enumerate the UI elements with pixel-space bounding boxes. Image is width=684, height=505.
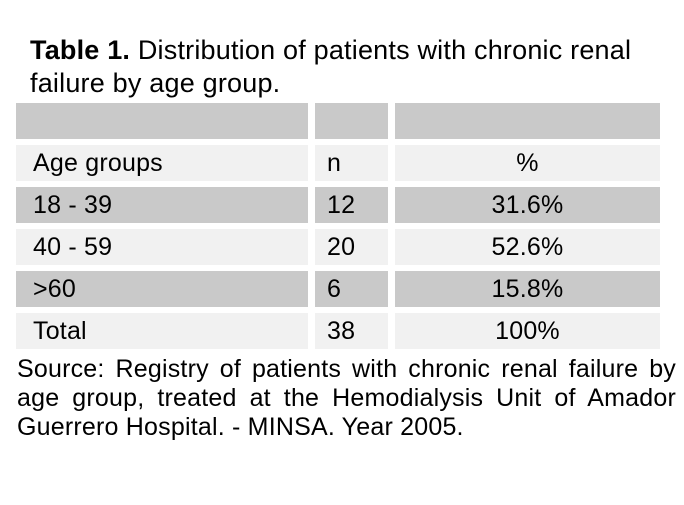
- column-header-percent: %: [395, 145, 660, 181]
- source-note: Source: Registry of patients with chroni…: [17, 355, 676, 442]
- document-page: Table 1. Distribution of patients with c…: [0, 34, 684, 505]
- header-band-cell: [395, 103, 660, 139]
- source-line-1: Source: Registry of patients with chroni…: [17, 355, 676, 383]
- cell-age-group: 40 - 59: [16, 229, 308, 265]
- source-line-3: Guerrero Hospital. - MINSA. Year 2005.: [17, 413, 464, 441]
- data-table: Age groups n % 18 - 39 12 31.6% 40 - 59 …: [16, 103, 660, 349]
- cell-percent: 52.6%: [395, 229, 660, 265]
- table-caption: Table 1. Distribution of patients with c…: [30, 34, 674, 100]
- cell-total-label: Total: [16, 313, 308, 349]
- column-header-n: n: [315, 145, 388, 181]
- cell-age-group: 18 - 39: [16, 187, 308, 223]
- table-caption-text-line2: failure by age group.: [30, 68, 281, 98]
- cell-percent: 15.8%: [395, 271, 660, 307]
- cell-n: 12: [315, 187, 388, 223]
- cell-n: 20: [315, 229, 388, 265]
- source-line-2: age group, treated at the Hemodialysis U…: [17, 384, 676, 412]
- cell-total-percent: 100%: [395, 313, 660, 349]
- table-caption-text: Distribution of patients with chronic re…: [130, 35, 632, 65]
- table-caption-number: Table 1.: [30, 35, 131, 65]
- header-band-cell: [315, 103, 388, 139]
- cell-total-n: 38: [315, 313, 388, 349]
- cell-n: 6: [315, 271, 388, 307]
- column-header-age-groups: Age groups: [16, 145, 308, 181]
- cell-age-group: >60: [16, 271, 308, 307]
- header-band-cell: [16, 103, 308, 139]
- cell-percent: 31.6%: [395, 187, 660, 223]
